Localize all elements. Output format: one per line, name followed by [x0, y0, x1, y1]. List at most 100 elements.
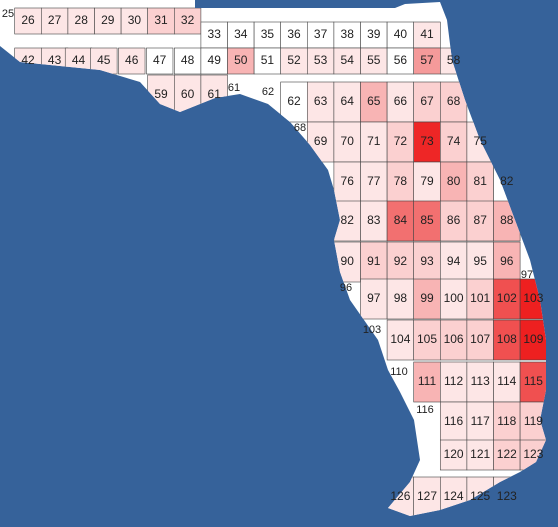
grid-cell — [360, 200, 388, 242]
cell-label: 119 — [524, 414, 543, 428]
cell-label: 54 — [341, 53, 355, 67]
grid-cell — [413, 21, 441, 49]
cell-label: 120 — [444, 447, 464, 461]
cell-label: 56 — [394, 53, 408, 67]
grid-cell — [360, 47, 388, 75]
grid-cell — [333, 161, 361, 203]
cell-label: 69 — [314, 134, 328, 148]
cell-label: 117 — [471, 414, 490, 428]
cell-label: 49 — [208, 53, 222, 67]
cell-label: 97 — [367, 291, 381, 305]
cell-label: 37 — [314, 27, 328, 41]
cell-label: 123 — [497, 489, 517, 503]
grid-cell — [200, 47, 228, 75]
cell-label: 68 — [447, 94, 461, 108]
cell-label: 99 — [420, 291, 434, 305]
grid-cell — [413, 476, 441, 516]
cell-label: 124 — [444, 489, 464, 503]
cell-label: 31 — [154, 13, 168, 27]
grid-cell — [466, 161, 494, 203]
cell-label: 61 — [208, 87, 222, 101]
grid-cell — [333, 81, 361, 123]
cell-label: 64 — [341, 94, 355, 108]
grid-cell — [94, 7, 122, 35]
cell-label: 79 — [420, 174, 434, 188]
cell-label: 27 — [48, 13, 62, 27]
grid-cell — [14, 7, 42, 35]
grid-cell — [439, 278, 468, 320]
cell-label: 52 — [287, 53, 301, 67]
cell-label: 94 — [447, 254, 461, 268]
cell-label: 126 — [390, 489, 410, 503]
cell-label: 28 — [75, 13, 89, 27]
cell-label: 100 — [444, 291, 464, 305]
cell-label: 73 — [420, 134, 434, 148]
cell-label: 44 — [72, 53, 86, 67]
cell-label: 71 — [367, 134, 381, 148]
grid-cell — [360, 21, 388, 49]
grid-cell — [280, 47, 308, 75]
grid-cell — [118, 47, 146, 75]
cell-label: 123 — [523, 447, 543, 461]
grid-cell — [493, 278, 521, 320]
cell-label: 118 — [497, 414, 516, 428]
grid-cell — [439, 161, 468, 203]
cell-label: 111 — [418, 374, 437, 388]
cell-label: 114 — [497, 374, 516, 388]
cell-label: 116 — [444, 414, 463, 428]
grid-cell — [280, 81, 308, 123]
grid-cell — [147, 7, 175, 35]
grid-cell — [306, 21, 335, 49]
cell-label: 95 — [474, 254, 488, 268]
grid — [14, 7, 546, 516]
cell-label: 62 — [287, 94, 301, 108]
grid-cell — [439, 121, 468, 163]
cell-label: 87 — [474, 213, 488, 227]
cell-label: 26 — [21, 13, 35, 27]
grid-cell — [174, 47, 202, 75]
cell-label: 68 — [294, 122, 306, 134]
cell-label: 67 — [420, 94, 434, 108]
cell-label: 35 — [261, 27, 275, 41]
cell-label: 110 — [390, 366, 408, 378]
cell-label: 85 — [420, 213, 434, 227]
cell-label: 125 — [470, 489, 490, 503]
cell-label: 60 — [181, 87, 195, 101]
cell-label: 101 — [470, 291, 490, 305]
grid-cell — [439, 439, 468, 471]
cell-label: 91 — [367, 254, 381, 268]
cell-label: 25 — [2, 8, 14, 20]
grid-cell — [413, 278, 441, 320]
cell-label: 61 — [228, 82, 240, 94]
cell-label: 62 — [262, 86, 274, 98]
cell-label: 50 — [234, 53, 248, 67]
cell-label: 81 — [474, 174, 488, 188]
grid-cell — [466, 361, 494, 403]
cell-label: 39 — [367, 27, 381, 41]
grid-cell — [466, 401, 494, 443]
cell-label: 103 — [523, 291, 543, 305]
cell-label: 74 — [447, 134, 461, 148]
grid-cell — [227, 47, 255, 75]
cell-label: 48 — [181, 53, 195, 67]
cell-label: 127 — [417, 489, 437, 503]
cell-label: 84 — [394, 213, 408, 227]
grid-cell — [413, 161, 441, 203]
labels: 25 26 27 28 29 30 31 32 33 34 35 36 37 38 39 40 41 42 43 44… — [2, 8, 544, 503]
grid-cell — [439, 319, 468, 361]
cell-label: 98 — [394, 291, 408, 305]
grid-cell — [386, 319, 415, 361]
cell-label: 108 — [497, 332, 517, 346]
grid-cell — [413, 81, 441, 123]
grid-cell — [466, 278, 494, 320]
grid-cell — [413, 361, 441, 403]
grid-cell — [333, 47, 361, 75]
cell-label: 47 — [153, 53, 167, 67]
cell-label: 29 — [101, 13, 115, 27]
cell-label: 76 — [341, 174, 355, 188]
cell-label: 93 — [420, 254, 434, 268]
cell-label: 106 — [444, 332, 464, 346]
grid-cell — [386, 278, 415, 320]
cell-label: 104 — [390, 332, 410, 346]
grid-cell — [519, 361, 546, 403]
